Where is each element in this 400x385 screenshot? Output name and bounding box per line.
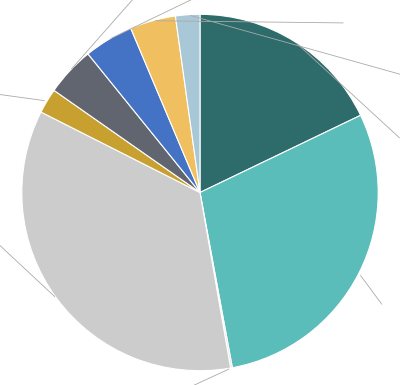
Wedge shape — [88, 28, 200, 192]
Wedge shape — [22, 112, 230, 371]
Wedge shape — [54, 54, 200, 192]
Wedge shape — [41, 90, 200, 192]
Wedge shape — [200, 192, 232, 368]
Wedge shape — [131, 16, 200, 192]
Wedge shape — [200, 115, 378, 368]
Wedge shape — [200, 14, 360, 192]
Wedge shape — [175, 14, 200, 192]
